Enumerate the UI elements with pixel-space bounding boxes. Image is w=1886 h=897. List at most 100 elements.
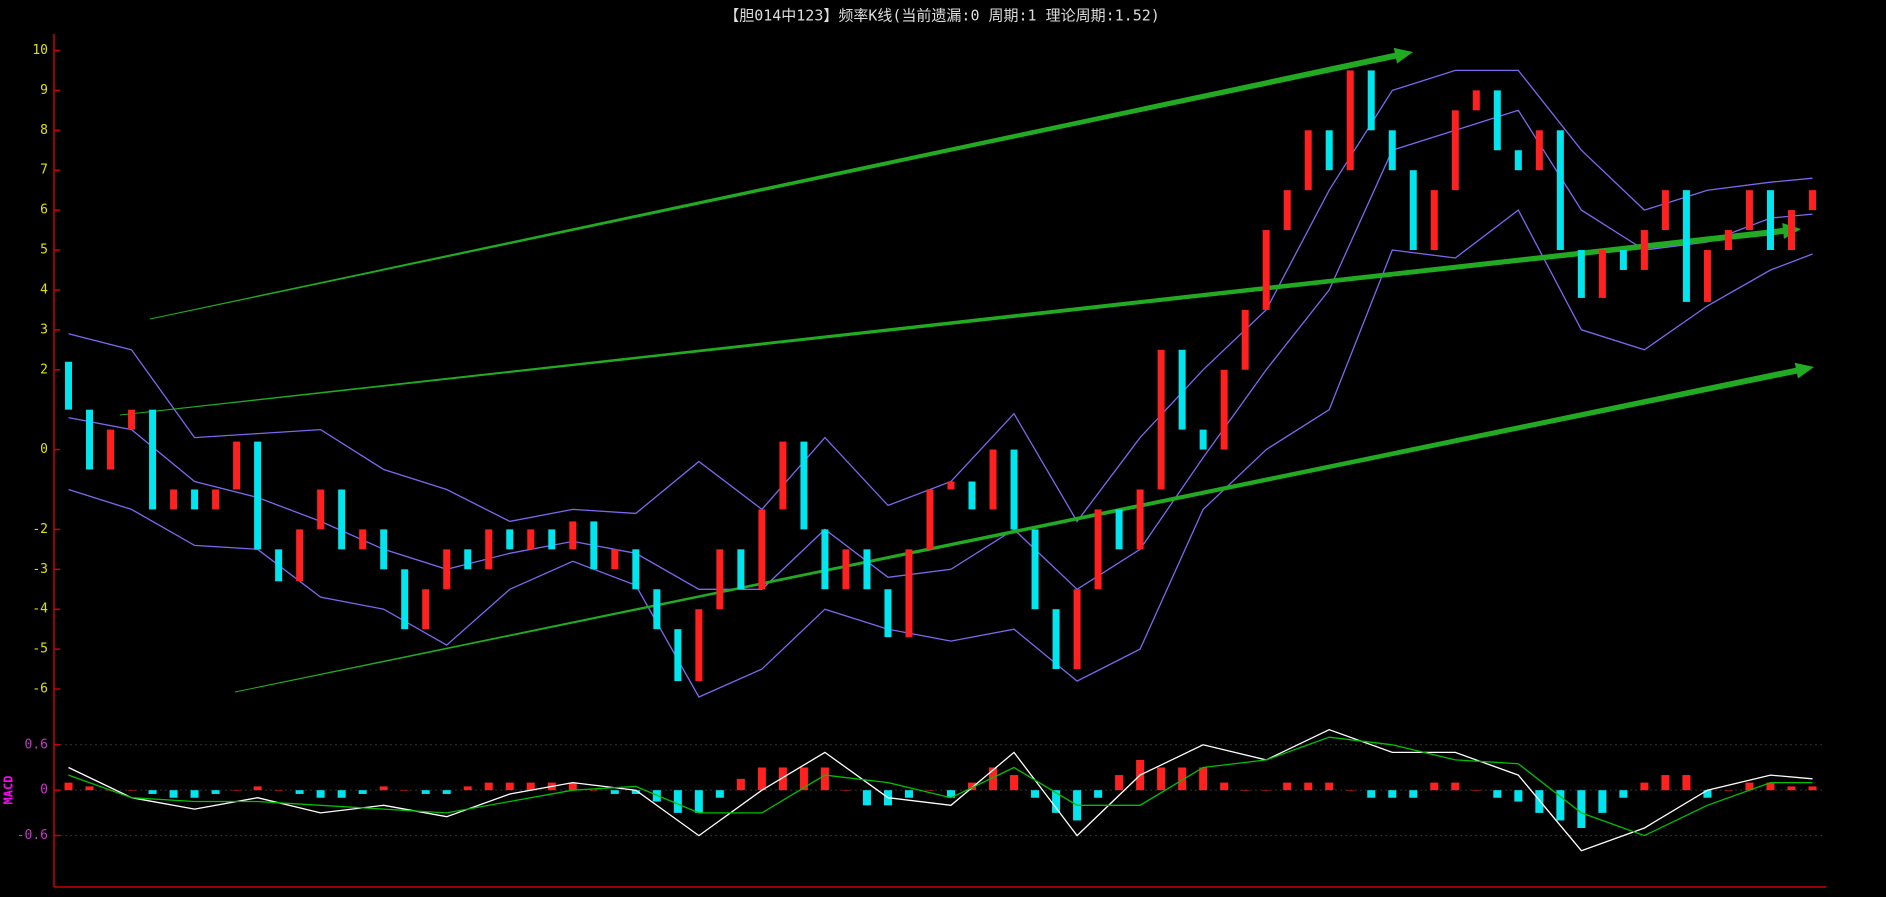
macd-bar	[463, 786, 472, 791]
candle	[821, 529, 829, 590]
candle	[1262, 230, 1270, 310]
candle	[380, 529, 388, 570]
macd-bar	[358, 790, 367, 794]
macd-bar	[1766, 782, 1775, 791]
candle	[1346, 70, 1354, 171]
candle	[1724, 230, 1732, 251]
candle	[1472, 90, 1480, 111]
macd-bar	[1031, 790, 1040, 798]
y-tick-label: 3	[40, 322, 48, 337]
y-tick-label: 0.6	[25, 737, 48, 752]
candle	[1514, 150, 1522, 171]
macd-bar	[1409, 790, 1418, 798]
candle	[1787, 210, 1795, 251]
candle	[296, 529, 304, 582]
candle	[1073, 589, 1081, 670]
candle	[149, 409, 157, 510]
macd-bar	[1262, 790, 1271, 791]
candle	[275, 549, 283, 582]
candle	[779, 441, 787, 510]
candle	[947, 481, 955, 490]
candle	[800, 441, 808, 530]
macd-bar	[820, 767, 829, 791]
candle	[674, 629, 682, 682]
macd-bar	[757, 767, 766, 791]
candle	[1178, 349, 1186, 430]
candle	[1556, 130, 1564, 251]
macd-bar	[1241, 790, 1250, 791]
y-tick-label: 4	[40, 282, 48, 297]
candle	[464, 549, 472, 570]
candle	[506, 529, 514, 550]
macd-bar	[989, 767, 998, 791]
macd-bar	[1115, 775, 1124, 791]
macd-bar	[1514, 790, 1523, 802]
macd-bar	[1619, 790, 1628, 798]
candle	[1031, 529, 1039, 610]
macd-bar	[421, 790, 430, 794]
macd-bar	[64, 782, 73, 791]
macd-bar	[673, 790, 682, 813]
y-tick-label: 0	[40, 442, 48, 457]
candle	[1682, 190, 1690, 302]
y-tick-label: 0	[40, 783, 48, 798]
y-tick-label: -2	[32, 522, 48, 537]
candle	[1220, 369, 1228, 450]
trend-arrow	[119, 223, 1801, 416]
macd-bar	[148, 790, 157, 794]
candle	[1808, 190, 1816, 211]
candle	[1283, 190, 1291, 231]
candle	[212, 489, 220, 510]
candle	[1157, 349, 1165, 490]
candle	[737, 549, 745, 590]
candle	[1325, 130, 1333, 171]
y-tick-label: 7	[40, 163, 48, 178]
macd-bar	[526, 782, 535, 791]
macd-bar	[1787, 786, 1796, 791]
macd-bar	[1640, 782, 1649, 791]
candle	[569, 521, 577, 550]
macd-bar	[694, 790, 703, 813]
macd-bar	[841, 790, 850, 791]
macd-bar	[1493, 790, 1502, 798]
macd-bar	[1094, 790, 1103, 798]
macd-bar	[1535, 790, 1544, 813]
macd-bar	[211, 790, 220, 794]
macd-bar	[1010, 775, 1019, 791]
candle	[1115, 509, 1123, 550]
candle	[1493, 90, 1501, 151]
macd-bar	[1598, 790, 1607, 813]
candle	[317, 489, 325, 530]
macd-bar	[1346, 790, 1355, 791]
candle	[653, 589, 661, 630]
candle	[1241, 309, 1249, 370]
macd-bar	[1577, 790, 1586, 828]
candle	[695, 609, 703, 682]
candle	[968, 481, 976, 510]
candle	[905, 549, 913, 638]
candle	[1409, 170, 1417, 251]
candle	[1430, 190, 1438, 251]
macd-bar	[1703, 790, 1712, 798]
macd-bar	[337, 790, 346, 798]
macd-bar	[1325, 782, 1334, 791]
indicator-line	[68, 209, 1813, 698]
macd-bar	[715, 790, 724, 798]
candle	[548, 529, 556, 550]
candle	[989, 449, 997, 510]
macd-bar	[1178, 767, 1187, 791]
candle	[1766, 190, 1774, 251]
macd-bar	[232, 790, 241, 791]
y-tick-label: 5	[40, 243, 48, 258]
y-tick-label: -0.6	[17, 828, 48, 843]
candle	[1052, 609, 1060, 670]
macd-bar	[862, 790, 871, 806]
macd-bar	[947, 790, 956, 798]
candle	[422, 589, 430, 630]
candle	[1661, 190, 1669, 231]
candle	[1535, 130, 1543, 171]
macd-bar	[904, 790, 913, 798]
macd-bar	[190, 790, 199, 798]
y-tick-label: -4	[32, 602, 48, 617]
